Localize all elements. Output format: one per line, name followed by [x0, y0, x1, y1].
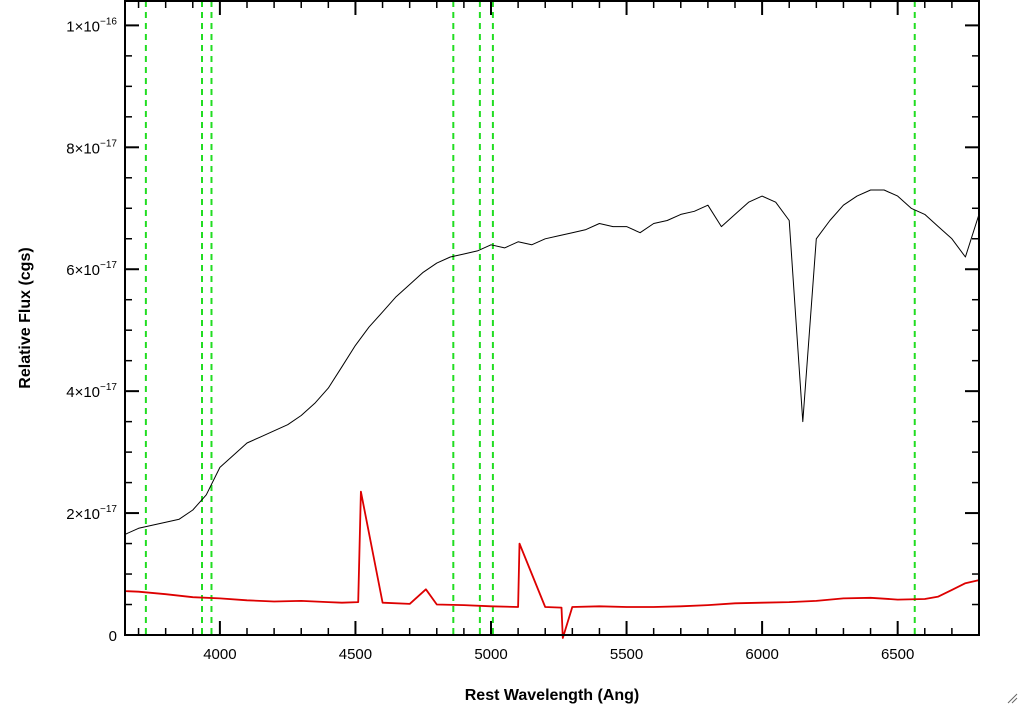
resize-grip-icon[interactable]	[1006, 692, 1018, 704]
error-line	[124, 490, 980, 639]
x-tick-label: 4500	[339, 646, 372, 663]
y-axis: 0 2×10−17 4×10−17 6×10−17 8×10−17 1×10−16	[66, 16, 979, 645]
x-tick-label: 6500	[881, 646, 914, 663]
x-tick-label: 5500	[610, 646, 643, 663]
y-tick-label: 2×10−17	[66, 504, 117, 523]
y-tick-label: 8×10−17	[66, 138, 117, 157]
y-tick-label: 0	[109, 628, 117, 645]
spectrum-series	[124, 189, 980, 639]
x-tick-label: 4000	[203, 646, 236, 663]
x-tick-label: 6000	[745, 646, 778, 663]
y-axis-title: Relative Flux (cgs)	[17, 247, 34, 388]
plot-frame	[124, 0, 980, 636]
emission-line-markers	[144, 1, 916, 635]
x-axis: 4000 4500 5000 5500 6000 6500	[137, 1, 980, 663]
y-tick-label: 1×10−16	[66, 16, 117, 35]
y-tick-label: 6×10−17	[66, 260, 117, 279]
x-tick-label: 5000	[474, 646, 507, 663]
x-axis-title: Rest Wavelength (Ang)	[465, 687, 640, 704]
y-tick-label: 4×10−17	[66, 382, 117, 401]
spectrum-line	[124, 189, 980, 535]
